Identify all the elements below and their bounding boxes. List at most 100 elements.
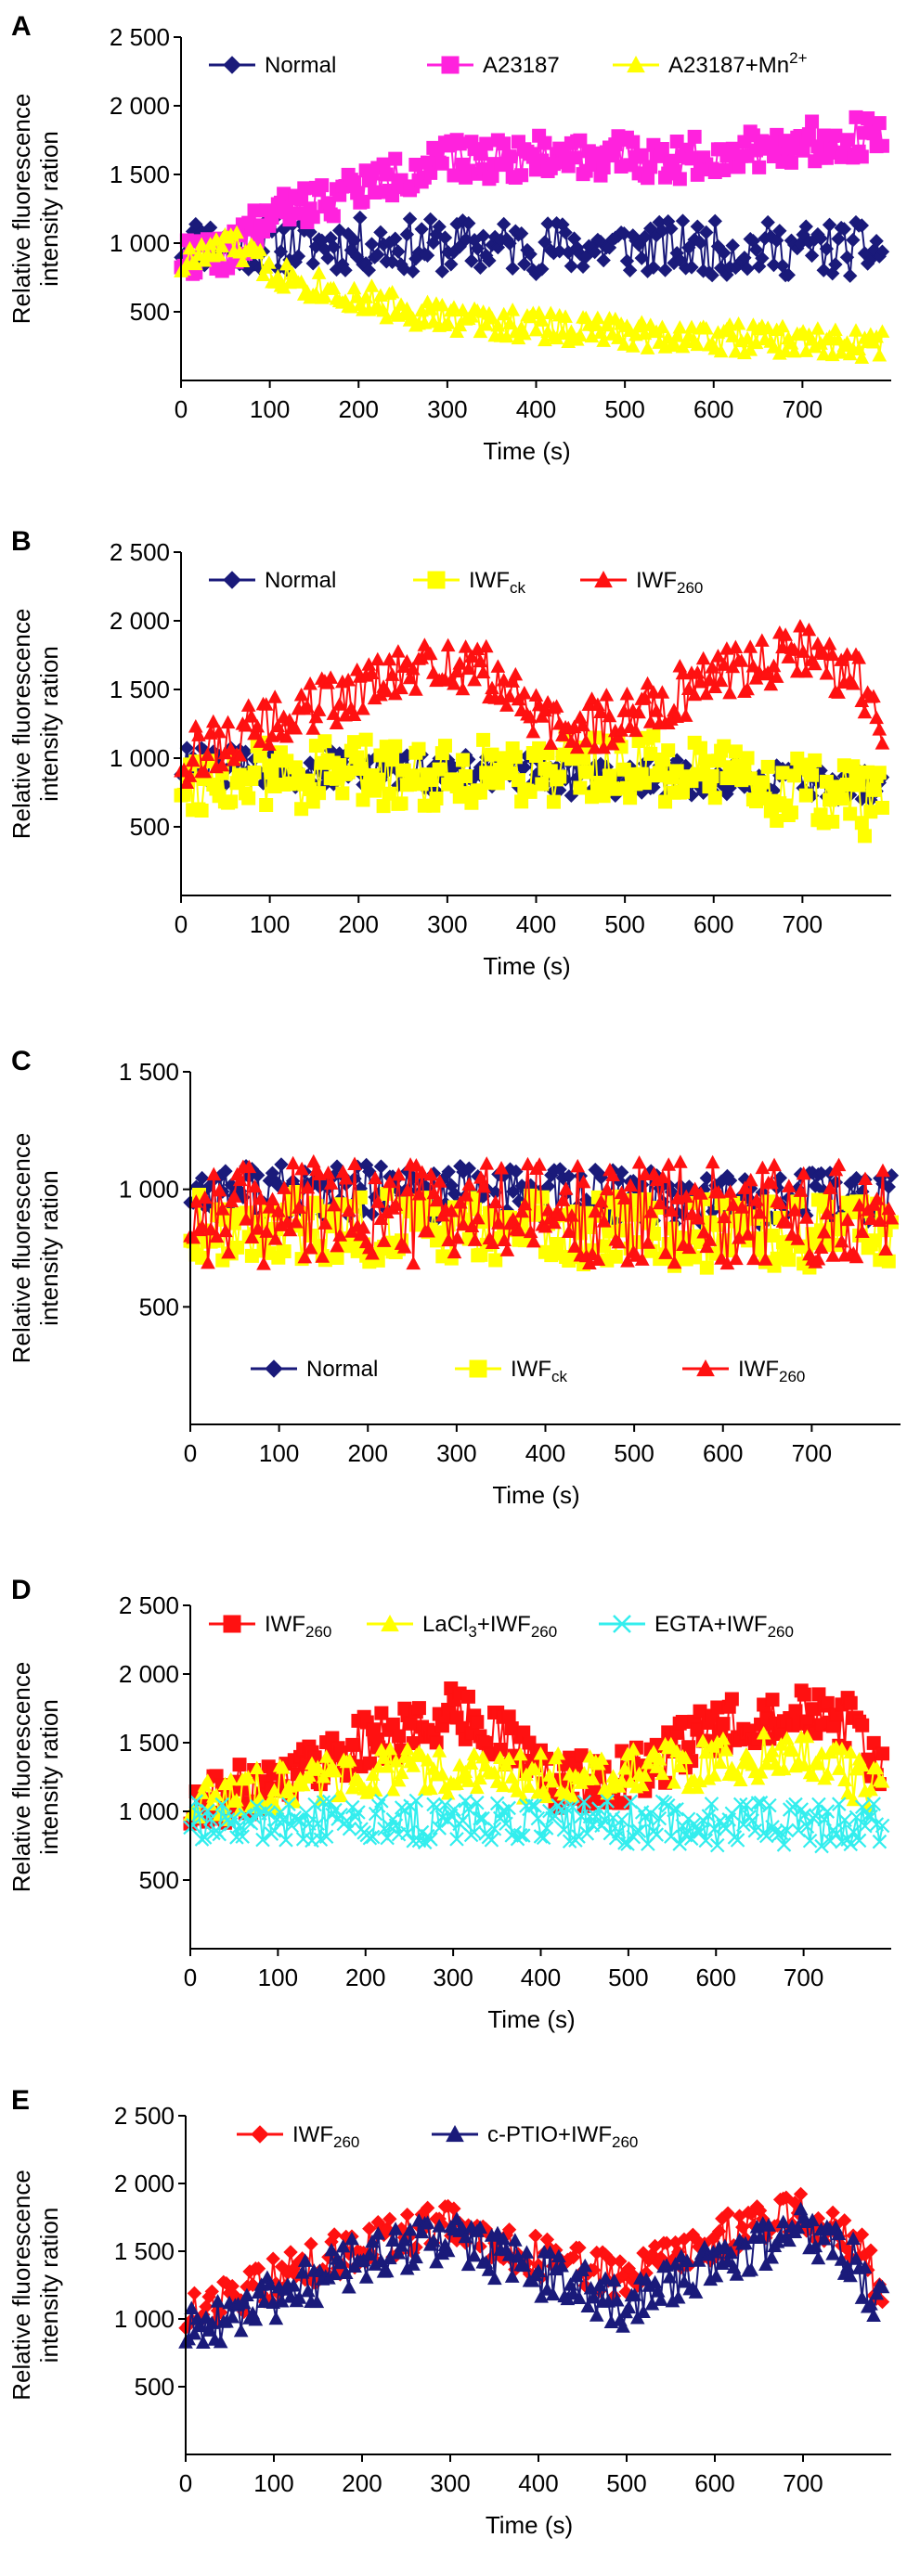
data-point: [479, 1156, 495, 1170]
data-point: [558, 225, 573, 240]
legend-marker: [441, 56, 460, 74]
data-point: [373, 1159, 389, 1174]
data-point: [479, 136, 494, 151]
data-point: [478, 638, 494, 653]
data-point: [552, 244, 567, 259]
data-point: [391, 244, 406, 259]
data-point: [214, 238, 230, 253]
data-point: [403, 1716, 418, 1731]
data-point: [326, 280, 342, 295]
data-point: [684, 260, 699, 275]
data-point: [872, 116, 887, 131]
data-point: [716, 1717, 731, 1732]
data-point: [437, 739, 452, 753]
data-point: [875, 801, 889, 816]
data-point: [775, 639, 790, 654]
data-point: [261, 255, 277, 269]
data-point: [338, 263, 353, 277]
data-point: [681, 240, 696, 255]
data-point: [229, 225, 244, 239]
data-point: [525, 724, 541, 739]
data-point: [766, 658, 782, 673]
data-point: [846, 232, 861, 248]
data-point: [238, 744, 253, 759]
data-point: [342, 2279, 356, 2294]
x-tick-label: 200: [342, 2469, 382, 2497]
data-point: [258, 697, 274, 711]
y-axis-label: intensity ration: [35, 131, 63, 287]
data-point: [725, 238, 740, 253]
legend-label: A23187: [483, 53, 560, 78]
data-point: [587, 317, 603, 331]
data-point: [266, 1823, 282, 1838]
data-point: [517, 256, 532, 272]
legend-label: IWFck: [469, 568, 525, 597]
data-point: [760, 320, 776, 334]
data-point: [470, 1715, 485, 1730]
data-point: [654, 142, 669, 157]
data-point: [285, 1155, 301, 1170]
y-axis-label: Relative fluorescence: [7, 94, 35, 325]
data-point: [182, 768, 198, 782]
data-point: [875, 1746, 890, 1761]
data-point: [614, 1165, 629, 1180]
data-point: [755, 1160, 771, 1175]
y-tick-label: 1 000: [110, 744, 170, 772]
x-axis-label: Time (s): [492, 1481, 579, 1509]
data-point: [253, 734, 268, 748]
data-point: [277, 1244, 292, 1259]
data-point: [437, 230, 453, 245]
x-tick-label: 700: [784, 1964, 823, 1991]
data-point: [626, 135, 641, 149]
data-point: [396, 262, 411, 277]
data-point: [737, 251, 752, 265]
data-point: [857, 704, 873, 719]
data-point: [535, 777, 550, 792]
y-axis-label: intensity ration: [35, 646, 63, 802]
x-tick-label: 500: [604, 910, 644, 938]
data-point: [634, 315, 650, 328]
x-tick-label: 300: [430, 2469, 470, 2497]
data-point: [673, 1154, 688, 1168]
data-point: [376, 799, 391, 814]
x-tick-label: 400: [516, 910, 556, 938]
data-point: [875, 1163, 890, 1178]
data-point: [191, 728, 206, 741]
x-tick-label: 600: [693, 395, 733, 423]
legend-item: IWF260: [580, 568, 703, 597]
panel-B: B Relative fluorescence intensity ration 50…: [7, 526, 891, 980]
data-point: [179, 775, 195, 789]
data-point: [532, 1157, 547, 1171]
data-point: [473, 260, 488, 275]
data-point: [214, 757, 230, 772]
data-point: [218, 1164, 233, 1179]
data-point: [863, 805, 878, 819]
data-point: [523, 247, 538, 262]
x-tick-label: 700: [792, 1439, 832, 1467]
data-point: [326, 209, 341, 224]
y-tick-label: 2 000: [114, 2170, 175, 2197]
x-tick-label: 0: [179, 2469, 192, 2497]
data-point: [273, 244, 289, 259]
data-point: [661, 1157, 677, 1171]
y-tick-label: 500: [130, 813, 170, 841]
data-point: [564, 734, 579, 748]
data-point: [849, 109, 863, 124]
legend-label: IWF260: [636, 568, 703, 597]
y-axis-label: Relative fluorescence: [7, 2170, 35, 2401]
data-point: [261, 737, 277, 751]
data-point: [816, 646, 832, 661]
data-point: [250, 718, 266, 733]
data-point: [775, 766, 790, 780]
data-point: [562, 1168, 577, 1184]
data-point: [816, 263, 831, 277]
data-point: [485, 311, 499, 325]
data-point: [268, 2311, 284, 2325]
x-tick-label: 100: [253, 2469, 293, 2497]
data-point: [346, 280, 362, 295]
data-point: [743, 639, 758, 653]
data-point: [374, 1706, 389, 1720]
x-tick-label: 100: [250, 395, 290, 423]
legend-item: A23187: [427, 53, 560, 78]
data-point: [346, 735, 361, 750]
